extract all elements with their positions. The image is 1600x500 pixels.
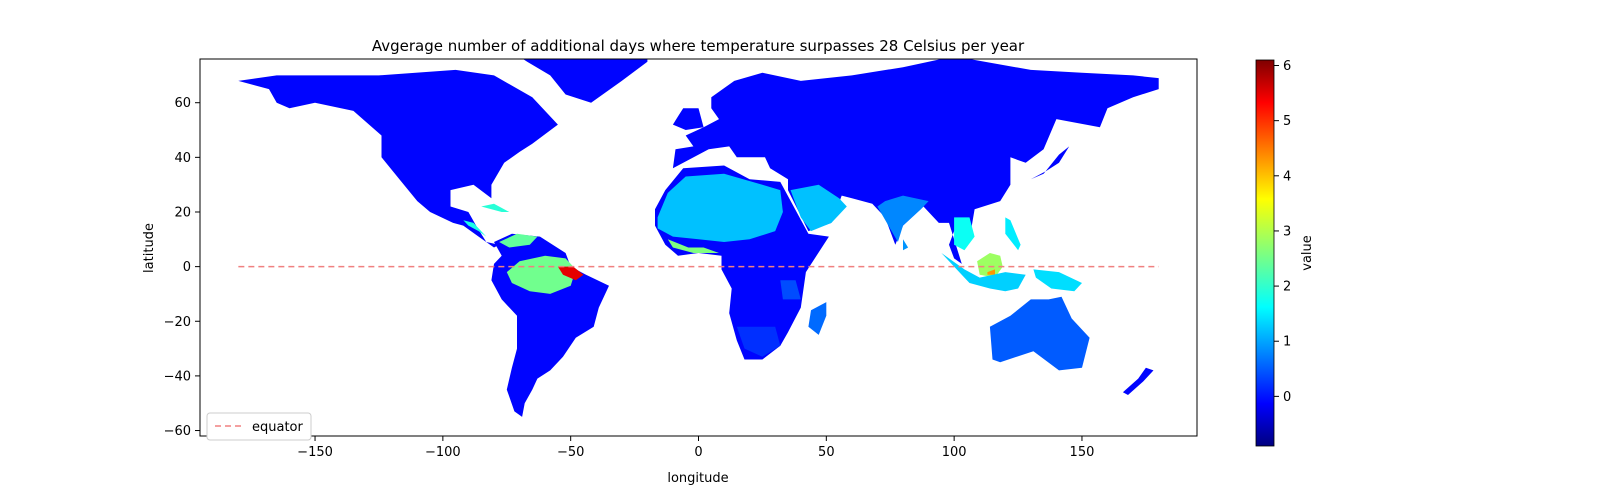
x-tick-label: −100 bbox=[425, 445, 461, 460]
map-layer bbox=[238, 59, 1159, 417]
region-north-america bbox=[238, 69, 558, 248]
x-axis: −150 −100 −50 0 50 100 150 bbox=[297, 436, 1094, 460]
x-tick-label: 150 bbox=[1070, 445, 1095, 460]
region-japan bbox=[1030, 146, 1070, 180]
colorbar-label: value bbox=[1300, 235, 1315, 271]
colorbar-gradient bbox=[1255, 59, 1275, 447]
y-axis: −60 −40 −20 0 20 40 60 bbox=[164, 96, 200, 439]
region-sahara-sahel bbox=[657, 173, 783, 242]
legend-equator-label: equator bbox=[252, 420, 304, 435]
x-axis-label: longitude bbox=[667, 471, 728, 486]
region-australia bbox=[989, 296, 1090, 371]
region-philippines bbox=[1005, 217, 1021, 251]
region-borneo bbox=[977, 253, 1003, 278]
x-tick-label: 50 bbox=[818, 445, 835, 460]
y-tick-label: −40 bbox=[164, 369, 191, 384]
x-tick-label: 0 bbox=[694, 445, 702, 460]
colorbar-ticks: 0 1 2 3 4 5 6 bbox=[1274, 59, 1291, 405]
x-tick-label: −50 bbox=[557, 445, 584, 460]
region-greenland bbox=[522, 59, 648, 103]
region-arabia bbox=[790, 184, 847, 232]
region-central-america bbox=[463, 220, 487, 237]
colorbar-tick-label: 1 bbox=[1283, 335, 1291, 350]
y-axis-label: latitude bbox=[142, 223, 157, 273]
region-east-africa-highlands bbox=[780, 280, 801, 300]
colorbar-tick-label: 6 bbox=[1283, 59, 1291, 74]
region-new-guinea bbox=[1033, 269, 1082, 292]
region-borneo-hotspot bbox=[987, 269, 995, 275]
colorbar-tick-label: 5 bbox=[1283, 114, 1291, 129]
y-tick-label: 0 bbox=[183, 260, 191, 275]
colorbar-tick-label: 2 bbox=[1283, 280, 1291, 295]
chart-title: Avgerage number of additional days where… bbox=[372, 37, 1025, 55]
y-tick-label: 40 bbox=[174, 151, 191, 166]
y-tick-label: −20 bbox=[164, 315, 191, 330]
y-tick-label: −60 bbox=[164, 424, 191, 439]
region-india bbox=[877, 195, 929, 242]
region-eurasia bbox=[672, 59, 1159, 264]
y-tick-label: 60 bbox=[174, 96, 191, 111]
region-new-zealand bbox=[1122, 367, 1154, 395]
x-tick-label: −150 bbox=[297, 445, 333, 460]
region-amazon-basin bbox=[506, 255, 576, 294]
y-tick-label: 20 bbox=[174, 205, 191, 220]
region-madagascar bbox=[808, 302, 827, 335]
region-southeast-asia bbox=[954, 217, 975, 251]
region-british-isles bbox=[672, 108, 704, 130]
region-caribbean-coast bbox=[499, 233, 538, 248]
region-northern-brazil-hotspot bbox=[557, 266, 584, 281]
colorbar-tick-label: 0 bbox=[1283, 390, 1291, 405]
region-gulf-of-guinea-coast bbox=[667, 239, 719, 253]
region-indonesia bbox=[941, 253, 1026, 292]
region-southern-africa bbox=[736, 326, 781, 357]
region-cuba bbox=[481, 203, 510, 212]
region-sri-lanka bbox=[903, 239, 909, 251]
colorbar-tick-label: 4 bbox=[1283, 169, 1291, 184]
colorbar: 0 1 2 3 4 5 6 value bbox=[1255, 59, 1315, 447]
x-tick-label: 100 bbox=[942, 445, 967, 460]
legend-frame bbox=[206, 412, 312, 441]
colorbar-tick-label: 3 bbox=[1283, 224, 1291, 239]
legend: equator bbox=[206, 412, 312, 441]
